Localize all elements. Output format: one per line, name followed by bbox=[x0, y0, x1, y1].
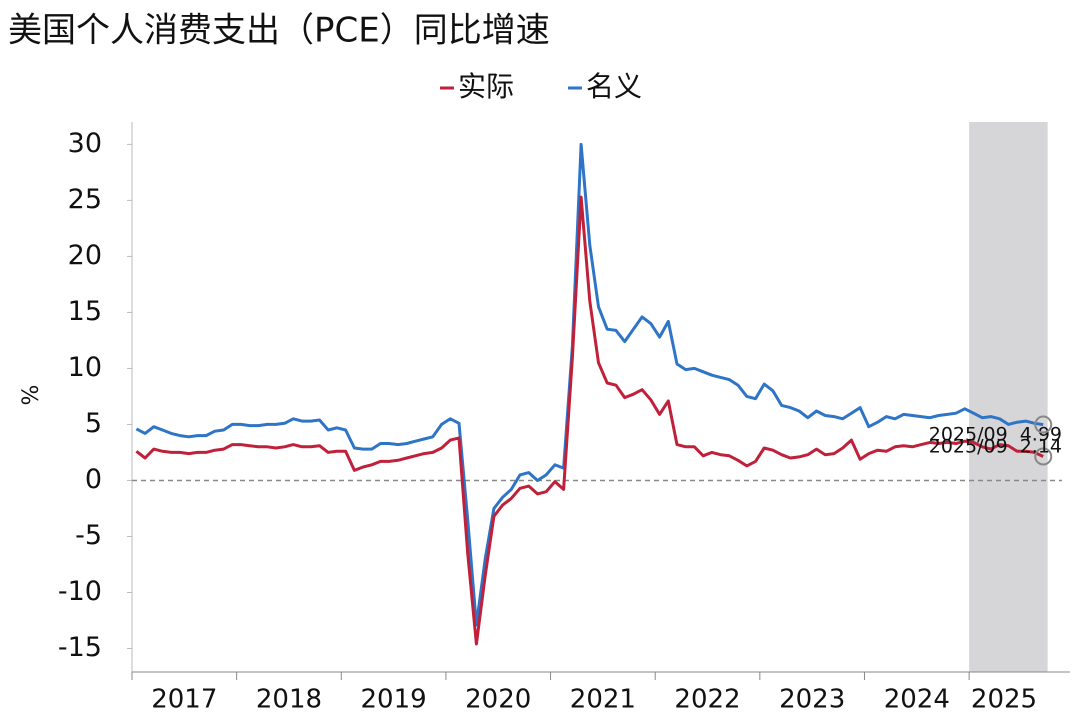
annotation: 2025/09 2.14 bbox=[929, 435, 1062, 457]
y-tick-label: 0 bbox=[85, 464, 102, 495]
y-tick-label: -10 bbox=[58, 576, 102, 607]
y-axis-label: % bbox=[19, 385, 44, 406]
annotation-date: 2025/09 bbox=[929, 435, 1008, 457]
chart-title: 美国个人消费支出（PCE）同比增速 bbox=[8, 11, 550, 51]
x-tick-label: 2022 bbox=[674, 685, 740, 715]
x-tick-label: 2025 bbox=[971, 685, 1037, 715]
y-tick-label: 5 bbox=[85, 408, 102, 439]
annotation-value: 4.99 bbox=[1020, 423, 1062, 445]
x-tick-label: 2019 bbox=[361, 685, 427, 715]
highlight-band bbox=[969, 122, 1048, 672]
series-line bbox=[135, 142, 1044, 627]
y-tick-label: -15 bbox=[58, 632, 102, 663]
annotation-date: 2025/09 bbox=[929, 423, 1008, 445]
y-tick-label: 15 bbox=[68, 296, 102, 327]
annotation-value: 2.14 bbox=[1020, 435, 1062, 457]
legend-label: 实际 bbox=[458, 70, 514, 103]
y-tick-label: 25 bbox=[68, 184, 102, 215]
x-tick-label: 2017 bbox=[151, 685, 217, 715]
y-tick-label: 10 bbox=[68, 352, 102, 383]
x-tick-label: 2024 bbox=[884, 685, 950, 715]
x-tick-label: 2018 bbox=[256, 685, 322, 715]
end-marker bbox=[1034, 415, 1053, 434]
end-marker bbox=[1034, 447, 1053, 466]
annotation: 2025/09 4.99 bbox=[929, 423, 1062, 445]
x-tick-label: 2020 bbox=[465, 685, 531, 715]
y-tick-label: 20 bbox=[68, 240, 102, 271]
legend-label: 名义 bbox=[586, 70, 642, 103]
series-line bbox=[135, 195, 1044, 646]
y-tick-label: 30 bbox=[68, 128, 102, 159]
x-tick-label: 2023 bbox=[779, 685, 845, 715]
y-tick-label: -5 bbox=[75, 520, 102, 551]
x-tick-label: 2021 bbox=[570, 685, 636, 715]
